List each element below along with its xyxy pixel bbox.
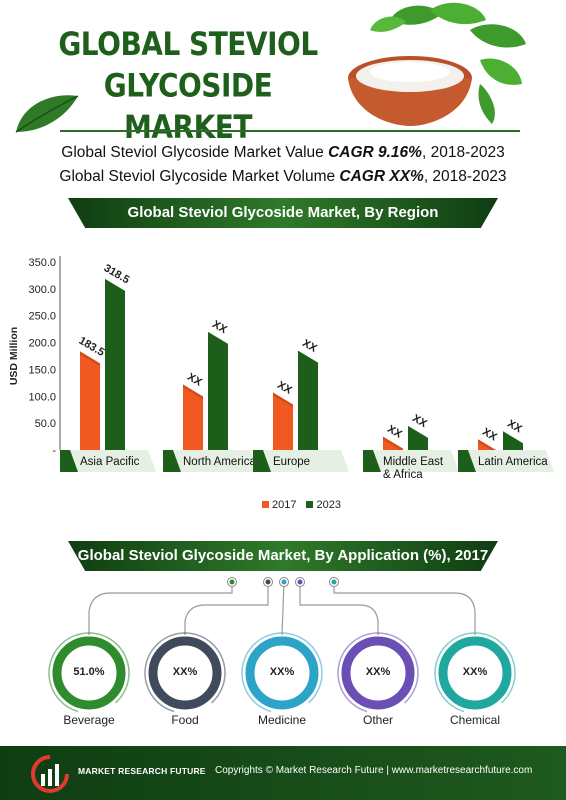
- ring-halo: [48, 632, 130, 714]
- footer: MARKET RESEARCH FUTURE Copyrights © Mark…: [0, 746, 566, 800]
- region-section-banner: Global Steviol Glycoside Market, By Regi…: [68, 198, 498, 228]
- ring-value-beverage: 51.0%: [73, 666, 105, 678]
- x-category-label: Middle East: [383, 456, 444, 468]
- category-plate: [253, 450, 349, 472]
- data-label-2023: XX: [505, 418, 524, 436]
- stevia-bowl-icon: [348, 2, 526, 126]
- footer-brand: MARKET RESEARCH FUTURE: [78, 766, 206, 776]
- ring-value-food: XX%: [172, 666, 198, 678]
- category-plate: [163, 450, 259, 472]
- data-label-2017: XX: [185, 371, 204, 389]
- connector-dot-core: [281, 579, 287, 585]
- mrf-logo-icon: [31, 755, 69, 793]
- x-category-label: Europe: [273, 456, 310, 468]
- header: GLOBAL STEVIOL GLYCOSIDE MARKET: [0, 0, 566, 146]
- category-plate-accent: [60, 450, 78, 472]
- ring-value-chemical: XX%: [462, 666, 488, 678]
- category-plate-accent: [253, 450, 271, 472]
- connector-line: [281, 581, 285, 636]
- y-tick-label: 100.0: [28, 391, 56, 403]
- data-label-2017: XX: [275, 379, 294, 397]
- application-section-banner: Global Steviol Glycoside Market, By Appl…: [68, 541, 498, 571]
- connector-dot-core: [297, 579, 303, 585]
- ring-halo: [144, 632, 226, 714]
- ring-food: [148, 636, 222, 710]
- ring-label-chemical: Chemical: [449, 713, 500, 727]
- x-category-label: Latin America: [478, 456, 548, 468]
- region-section-title: Global Steviol Glycoside Market, By Regi…: [127, 204, 439, 221]
- connector-line: [184, 582, 269, 635]
- ring-value-medicine: XX%: [269, 666, 295, 678]
- ring-halo: [434, 632, 516, 714]
- bar-2017: [273, 392, 293, 450]
- bar-2017: [183, 384, 203, 450]
- legend-item-2023: 2023: [306, 499, 341, 511]
- connector-dot-core: [265, 579, 271, 585]
- data-label-2023: XX: [410, 412, 429, 430]
- y-tick-label: 150.0: [28, 364, 56, 376]
- data-label-2017: XX: [480, 426, 499, 444]
- ring-label-other: Other: [362, 713, 393, 727]
- leaf-icon: [15, 95, 79, 133]
- application-ring-diagram: [48, 577, 516, 714]
- bar-2023: [208, 331, 228, 450]
- value-cagr-line: Global Steviol Glycoside Market Value CA…: [61, 144, 505, 161]
- ring-medicine: [245, 636, 319, 710]
- connector-dot-core: [229, 579, 235, 585]
- ring-value-other: XX%: [365, 666, 391, 678]
- connector-line: [333, 582, 476, 635]
- bar-2017-edge: [383, 436, 403, 452]
- region-bar-chart: - 50.0 100.0 150.0 200.0 250.0 300.0 350.0 USD M…: [8, 256, 554, 481]
- ring-chemical: [438, 636, 512, 710]
- y-tick-label: 350.0: [28, 257, 56, 269]
- ring-halo: [337, 632, 419, 714]
- connector-line: [299, 582, 379, 635]
- data-label-2017: XX: [385, 423, 404, 441]
- header-divider: [60, 130, 520, 132]
- category-plate: [60, 450, 156, 472]
- bar-2017-edge: [80, 351, 100, 367]
- ring-halo: [241, 632, 323, 714]
- ring-label-beverage: Beverage: [63, 713, 115, 727]
- y-tick-label: 200.0: [28, 338, 56, 350]
- chart-legend: 2017 2023: [262, 499, 341, 511]
- ring-label-medicine: Medicine: [257, 713, 307, 727]
- bar-2023: [503, 431, 523, 450]
- data-label-2023: XX: [300, 337, 319, 355]
- connector-line: [88, 582, 233, 635]
- y-tick-label: -: [52, 445, 56, 457]
- x-category-label: Asia Pacific: [80, 456, 140, 468]
- page-title: GLOBAL STEVIOL GLYCOSIDE MARKET: [58, 25, 318, 146]
- ring-label-food: Food: [171, 713, 199, 727]
- bar-2023: [105, 278, 125, 450]
- ring-beverage: [52, 636, 126, 710]
- category-plate: [458, 450, 554, 472]
- ring-other: [341, 636, 415, 710]
- y-tick-label: 300.0: [28, 284, 56, 296]
- footer-copyright: Copyrights © Market Research Future | ww…: [215, 765, 533, 776]
- bar-2017-edge: [273, 392, 293, 408]
- volume-cagr-line: Global Steviol Glycoside Market Volume C…: [59, 168, 507, 185]
- y-tick-label: 250.0: [28, 311, 56, 323]
- bar-2023: [408, 425, 428, 450]
- legend-item-2017: 2017: [262, 499, 296, 511]
- y-axis-title: USD Million: [8, 327, 20, 385]
- category-plate-accent: [458, 450, 476, 472]
- category-plate-accent: [163, 450, 181, 472]
- bar-2017: [80, 351, 100, 450]
- category-plate: [363, 450, 459, 472]
- bar-2017-edge: [183, 384, 203, 400]
- connector-dot-core: [331, 579, 337, 585]
- y-tick-label: 50.0: [35, 418, 56, 430]
- x-category-label: & Africa: [383, 469, 423, 481]
- category-plate-accent: [363, 450, 381, 472]
- bar-2023: [298, 350, 318, 450]
- x-category-label: North America: [183, 456, 256, 468]
- data-label-2023: XX: [210, 318, 229, 336]
- application-section-title: Global Steviol Glycoside Market, By Appl…: [77, 547, 489, 564]
